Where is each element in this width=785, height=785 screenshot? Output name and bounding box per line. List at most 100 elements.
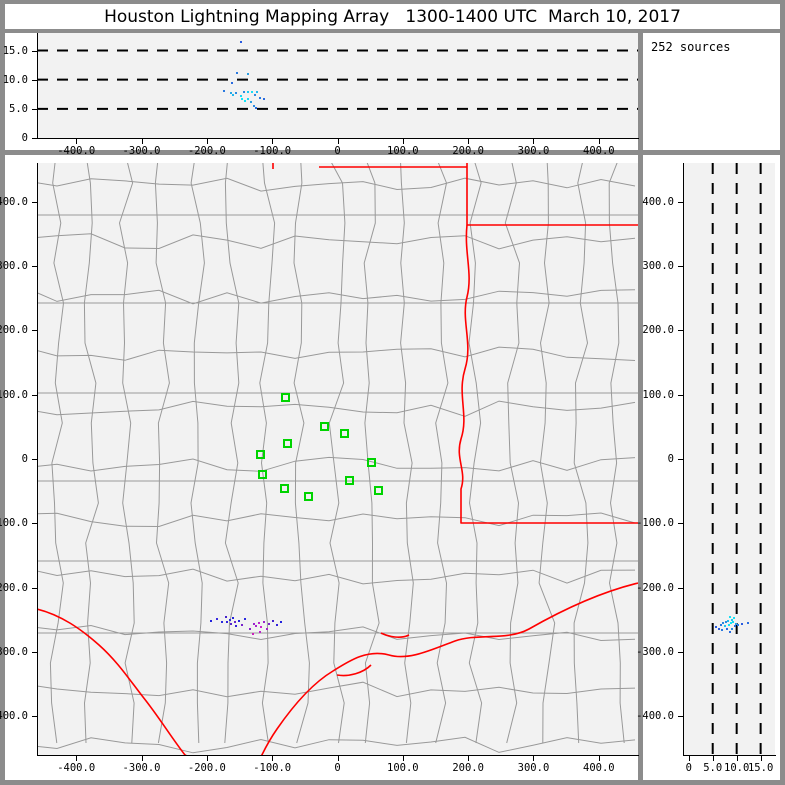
tick-x bbox=[272, 755, 273, 761]
source-point bbox=[263, 621, 265, 623]
lma-station-marker[interactable] bbox=[367, 458, 376, 467]
source-point bbox=[734, 625, 736, 627]
source-point bbox=[741, 623, 743, 625]
source-count-label: 252 sources bbox=[651, 40, 730, 54]
lma-station-marker[interactable] bbox=[280, 484, 289, 493]
source-point bbox=[276, 624, 278, 626]
axis-line bbox=[37, 163, 38, 756]
county-boundaries bbox=[37, 215, 638, 633]
source-point bbox=[244, 618, 246, 620]
xtick-label: 200.0 bbox=[452, 145, 484, 157]
lma-display-window: Houston Lightning Mapping Array 1300-140… bbox=[0, 0, 785, 785]
source-point bbox=[232, 617, 234, 619]
tick-y bbox=[678, 330, 683, 331]
source-point bbox=[240, 95, 242, 97]
tick-x bbox=[338, 755, 339, 761]
source-point bbox=[255, 107, 257, 109]
tick-x bbox=[338, 138, 339, 144]
top-plot-canvas bbox=[37, 33, 638, 138]
xtick-label: -400.0 bbox=[57, 145, 95, 157]
ytick-label: 200.0 bbox=[0, 324, 28, 336]
tick-x bbox=[468, 755, 469, 761]
tick-y bbox=[32, 588, 37, 589]
tick-y bbox=[32, 80, 37, 81]
tick-x bbox=[207, 755, 208, 761]
lma-station-marker[interactable] bbox=[304, 492, 313, 501]
tick-x bbox=[76, 138, 77, 144]
tick-y bbox=[32, 459, 37, 460]
tick-y bbox=[678, 202, 683, 203]
source-point bbox=[263, 98, 265, 100]
xtick-label: 300.0 bbox=[518, 145, 550, 157]
ytick-label: -400.0 bbox=[0, 710, 28, 722]
source-point bbox=[729, 631, 731, 633]
source-point bbox=[724, 625, 726, 627]
source-point bbox=[254, 94, 256, 96]
tick-y bbox=[32, 109, 37, 110]
tick-x bbox=[76, 755, 77, 761]
lma-station-marker[interactable] bbox=[283, 439, 292, 448]
lma-station-marker[interactable] bbox=[256, 450, 265, 459]
source-point bbox=[216, 618, 218, 620]
source-point bbox=[247, 73, 249, 75]
xtick-label: -300.0 bbox=[123, 145, 161, 157]
lma-station-marker[interactable] bbox=[340, 429, 349, 438]
tick-y bbox=[32, 330, 37, 331]
xtick-label: -100.0 bbox=[253, 762, 291, 774]
source-point bbox=[225, 616, 227, 618]
page-title: Houston Lightning Mapping Array 1300-140… bbox=[104, 7, 681, 27]
source-point bbox=[238, 620, 240, 622]
tick-x bbox=[142, 755, 143, 761]
lma-station-marker[interactable] bbox=[345, 476, 354, 485]
tick-x bbox=[761, 755, 762, 761]
tick-x bbox=[689, 755, 690, 761]
tick-x bbox=[403, 138, 404, 144]
altitude-vs-north-south-plot[interactable] bbox=[683, 163, 775, 755]
source-point bbox=[230, 623, 232, 625]
source-point bbox=[272, 620, 274, 622]
xtick-label: -400.0 bbox=[57, 762, 95, 774]
lma-station-marker[interactable] bbox=[258, 470, 267, 479]
ytick-label: 5.0 bbox=[9, 103, 28, 115]
tick-y bbox=[32, 716, 37, 717]
lma-station-marker[interactable] bbox=[374, 486, 383, 495]
source-point bbox=[727, 620, 729, 622]
ytick-label: -400.0 bbox=[636, 710, 674, 722]
plan-view-map-plot[interactable] bbox=[37, 163, 638, 755]
xtick-label: 0 bbox=[686, 762, 692, 774]
xtick-label: -300.0 bbox=[123, 762, 161, 774]
source-count-panel: 252 sources bbox=[643, 33, 780, 150]
ytick-label: 100.0 bbox=[642, 389, 674, 401]
axis-line bbox=[683, 163, 684, 756]
tick-x bbox=[713, 755, 714, 761]
source-point bbox=[721, 629, 723, 631]
xtick-label: -200.0 bbox=[188, 762, 226, 774]
ytick-label: 300.0 bbox=[642, 260, 674, 272]
axis-line bbox=[37, 33, 38, 139]
tick-x bbox=[533, 755, 534, 761]
xtick-label: -200.0 bbox=[188, 145, 226, 157]
tick-x bbox=[142, 138, 143, 144]
source-point bbox=[260, 626, 262, 628]
lma-station-marker[interactable] bbox=[320, 422, 329, 431]
altitude-vs-east-west-plot[interactable] bbox=[37, 33, 638, 138]
source-point bbox=[737, 624, 739, 626]
tick-x bbox=[272, 138, 273, 144]
source-point bbox=[258, 622, 260, 624]
xtick-label: 5.0 bbox=[703, 762, 722, 774]
source-point bbox=[731, 628, 733, 630]
tick-y bbox=[32, 266, 37, 267]
ytick-label: 0 bbox=[22, 132, 28, 144]
source-point bbox=[247, 91, 249, 93]
xtick-label: -100.0 bbox=[253, 145, 291, 157]
tick-y bbox=[678, 588, 683, 589]
tick-y bbox=[678, 523, 683, 524]
tick-y bbox=[32, 395, 37, 396]
source-point bbox=[252, 633, 254, 635]
source-point bbox=[241, 624, 243, 626]
lma-station-marker[interactable] bbox=[281, 393, 290, 402]
ytick-label: 400.0 bbox=[0, 196, 28, 208]
tick-y bbox=[678, 652, 683, 653]
source-point bbox=[243, 91, 245, 93]
tick-x bbox=[599, 138, 600, 144]
